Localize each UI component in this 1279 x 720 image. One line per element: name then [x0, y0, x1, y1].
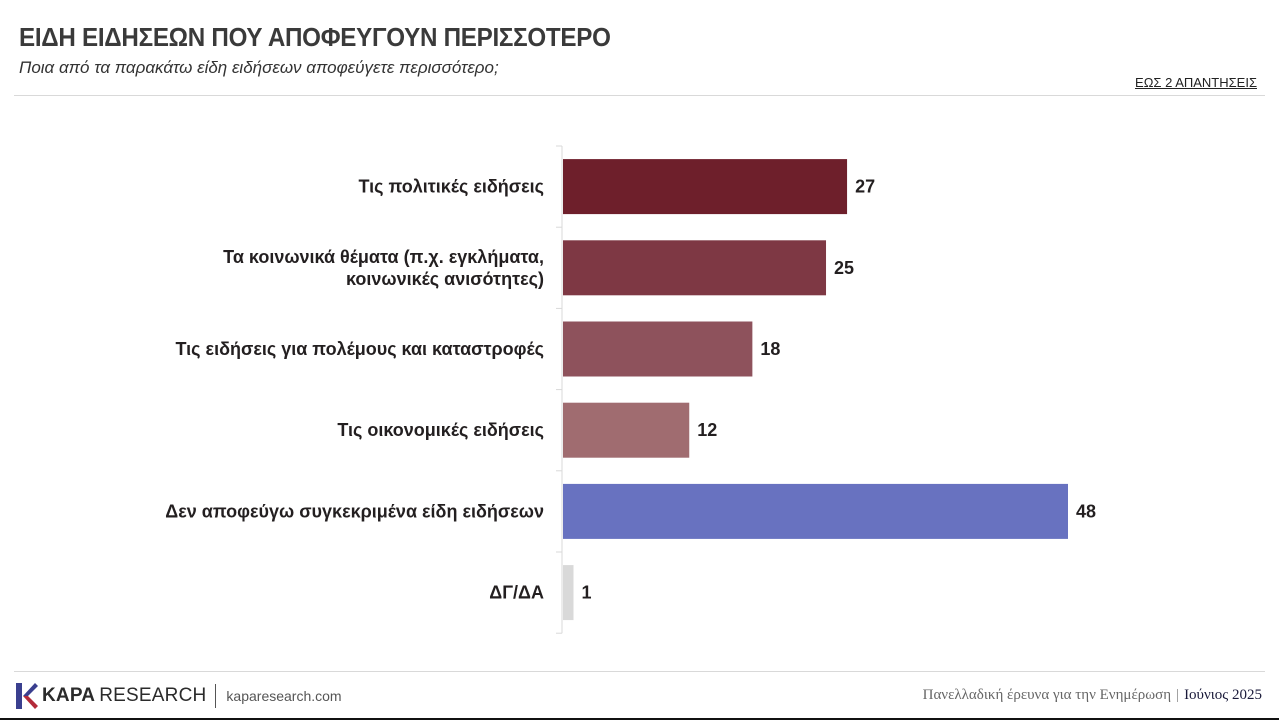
category-label: Τις ειδήσεις για πολέμους και καταστροφέ…	[176, 339, 544, 359]
footer-separator: |	[1176, 687, 1180, 703]
data-label: 18	[760, 339, 780, 359]
data-label: 25	[834, 258, 854, 278]
logo-research-text: RESEARCH	[99, 685, 207, 706]
axis-ticks	[556, 145, 563, 634]
kapa-research-logo: KAPA RESEARCH kaparesearch.com	[16, 682, 342, 710]
category-labels: Τις πολιτικές ειδήσεις Τα κοινωνικά θέματ…	[165, 177, 544, 603]
category-label: Τις πολιτικές ειδήσεις	[358, 177, 544, 197]
page-title: ΕΙΔΗ ΕΙΔΗΣΕΩΝ ΠΟΥ ΑΠΟΦΕΥΓΟΥΝ ΠΕΡΙΣΣΟΤΕΡΟ	[19, 22, 611, 52]
survey-date: Ιούνιος 2025	[1184, 687, 1262, 703]
bar	[563, 402, 690, 458]
page-subtitle: Ποια από τα παρακάτω είδη ειδήσεων αποφε…	[19, 58, 499, 77]
bar	[563, 240, 827, 296]
kapa-logo-icon	[16, 683, 38, 709]
logo-kapa-text: KAPA	[42, 685, 96, 706]
bar	[563, 159, 848, 215]
bar	[563, 565, 574, 621]
bar-chart: Τις πολιτικές ειδήσεις Τα κοινωνικά θέματ…	[165, 145, 1097, 634]
data-label: 12	[697, 420, 717, 440]
website-link[interactable]: kaparesearch.com	[226, 688, 342, 704]
category-label: κοινωνικές ανισότητες)	[346, 269, 544, 289]
survey-info: Πανελλαδική έρευνα για την Ενημέρωση | Ιού…	[923, 687, 1262, 704]
category-label: Δεν αποφεύγω συγκεκριμένα είδη ειδήσεων	[165, 501, 544, 521]
bar	[563, 321, 753, 377]
category-label: Τις οικονομικές ειδήσεις	[337, 420, 544, 440]
category-label: ΔΓ/ΔΑ	[489, 583, 544, 603]
data-label: 27	[855, 177, 875, 197]
header-divider	[14, 95, 1265, 96]
data-label: 1	[582, 583, 592, 603]
category-label: Τα κοινωνικά θέματα (π.χ. εγκλήματα,	[223, 247, 544, 267]
footer-divider	[14, 671, 1265, 672]
bottom-border	[0, 718, 1279, 720]
logo-divider	[215, 684, 217, 708]
bar	[563, 483, 1068, 539]
bars	[563, 159, 1068, 621]
answers-note: ΕΩΣ 2 ΑΠΑΝΤΗΣΕΙΣ	[1135, 75, 1257, 90]
value-labels: 27 25 18 12 48 1	[582, 177, 1097, 603]
data-label: 48	[1076, 501, 1096, 521]
survey-name: Πανελλαδική έρευνα για την Ενημέρωση	[922, 687, 1172, 703]
